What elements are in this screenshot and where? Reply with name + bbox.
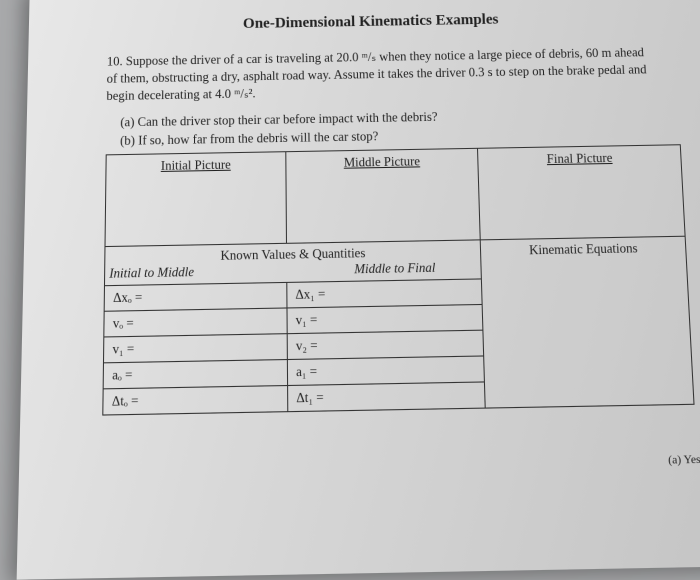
var-dt0: Δtₒ = xyxy=(103,385,288,415)
known-values-header: Known Values & Quantities Initial to Mid… xyxy=(104,240,481,286)
kinematic-equations-cell: Kinematic Equations xyxy=(481,236,694,408)
var-dt1: Δt₁ = xyxy=(287,382,485,412)
col-middle-final: Middle to Final xyxy=(354,260,435,277)
answer-key: (a) Yes (b) 4 m xyxy=(668,452,700,467)
middle-picture-header: Middle Picture xyxy=(286,148,481,243)
worksheet-page: One-Dimensional Kinematics Examples 10. … xyxy=(17,0,700,580)
var-a1: a₁ = xyxy=(287,356,485,386)
var-dx1: Δx₁ = xyxy=(286,279,482,308)
page-title: One-Dimensional Kinematics Examples xyxy=(67,9,674,37)
final-picture-header: Final Picture xyxy=(478,145,685,240)
col-initial-middle: Initial to Middle xyxy=(109,264,194,281)
problem-text: Suppose the driver of a car is traveling… xyxy=(106,45,646,103)
var-v2: v₂ = xyxy=(287,330,484,359)
var-a0: aₒ = xyxy=(103,359,287,388)
var-v1b: v₁ = xyxy=(287,304,484,333)
var-dx0: Δxₒ = xyxy=(104,282,287,311)
initial-picture-header: Initial Picture xyxy=(105,152,286,247)
var-v1a: v₁ = xyxy=(103,334,287,363)
problem-number: 10. xyxy=(107,54,123,68)
problem-statement: 10. Suppose the driver of a car is trave… xyxy=(106,44,678,105)
var-v0: vₒ = xyxy=(104,308,287,337)
worksheet-table: Initial Picture Middle Picture Final Pic… xyxy=(102,144,694,415)
